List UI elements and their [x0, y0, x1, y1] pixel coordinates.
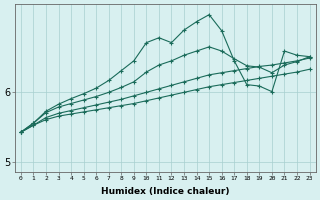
X-axis label: Humidex (Indice chaleur): Humidex (Indice chaleur) [101, 187, 229, 196]
